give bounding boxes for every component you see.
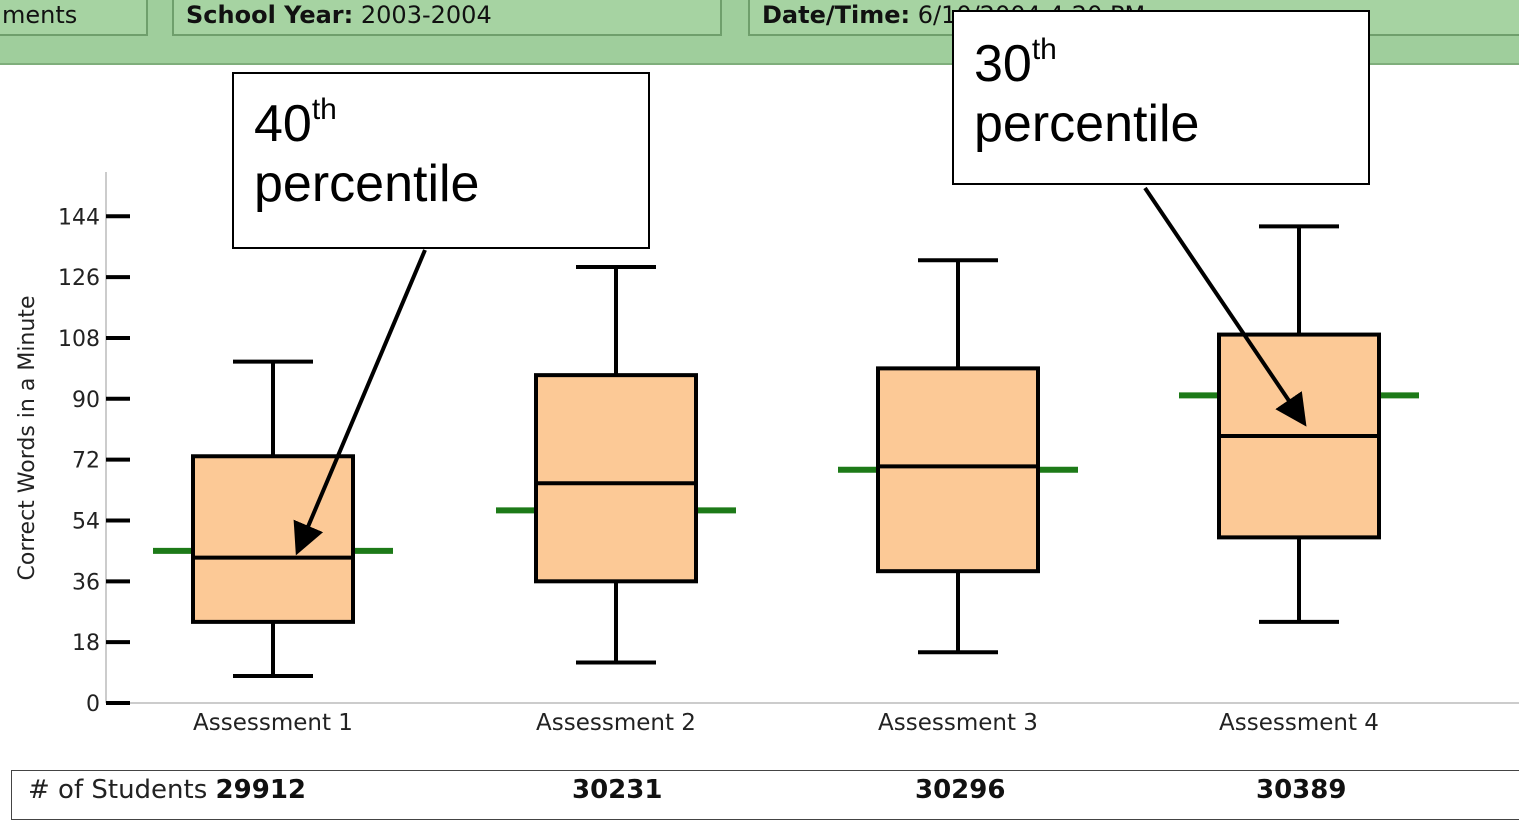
header-tab-left-label: ments [2, 1, 78, 29]
x-tick-label: Assessment 2 [536, 710, 696, 736]
y-tick-label: 54 [72, 509, 100, 534]
box-plot-chart: Correct Words in a Minute 0 18 36 54 72 90 108… [15, 172, 1519, 736]
x-tick-label: Assessment 4 [1219, 710, 1379, 736]
y-tick-label: 126 [58, 266, 100, 291]
students-cell-4: 30389 [1256, 775, 1346, 805]
y-tick-label: 18 [72, 631, 100, 656]
school-year-label: School Year: [186, 1, 354, 29]
students-count: 29912 [215, 775, 307, 805]
x-tick-label: Assessment 1 [193, 710, 353, 736]
y-tick-label: 108 [58, 327, 100, 352]
callout-40th-number: 40th [254, 93, 337, 154]
annotation-arrows [293, 186, 1307, 556]
school-year-field: School Year: 2003-2004 [172, 0, 722, 36]
header-tab-left: ments [0, 0, 148, 36]
boxes [153, 224, 1419, 678]
students-cell-1: # of Students 29912 [28, 775, 306, 805]
x-axis-labels: Assessment 1 Assessment 2 Assessment 3 Asse… [193, 710, 1379, 736]
y-tick-label: 72 [72, 449, 100, 474]
y-tick-label: 90 [72, 388, 100, 413]
y-tick-label: 36 [72, 570, 100, 595]
x-tick-label: Assessment 3 [878, 710, 1038, 736]
y-tick-label: 0 [86, 692, 100, 717]
arrow-30th-percentile [1143, 186, 1307, 427]
students-count: 30389 [1256, 775, 1347, 805]
box-plot-item [1179, 224, 1419, 624]
students-label: # of Students [28, 775, 208, 805]
axes [105, 172, 1519, 704]
box-plot-item [838, 258, 1078, 655]
school-year-value: 2003-2004 [360, 1, 492, 29]
iqr-box [876, 366, 1040, 574]
callout-30th-text: percentile [974, 95, 1200, 153]
y-axis-label: Correct Words in a Minute [15, 296, 40, 581]
box-plot-item [496, 264, 736, 665]
callout-30th-number: 30th [974, 33, 1057, 94]
annotation-callout-40th: 40th percentile [232, 72, 650, 249]
y-axis-ticks: 0 18 36 54 72 90 108 126 144 [58, 205, 130, 717]
callout-40th-text: percentile [254, 155, 480, 213]
iqr-box [534, 373, 698, 584]
box-plot-item [153, 359, 393, 678]
annotation-callout-30th: 30th percentile [952, 10, 1370, 185]
students-cell-3: 30296 [915, 775, 1005, 805]
students-count: 30296 [915, 775, 1006, 805]
students-cell-2: 30231 [572, 775, 662, 805]
datetime-label: Date/Time: [762, 1, 911, 29]
students-count-table: # of Students 29912 30231 30296 30389 [11, 770, 1519, 820]
students-count: 30231 [572, 775, 663, 805]
y-tick-label: 144 [58, 205, 100, 230]
arrow-40th-percentile [293, 249, 427, 556]
